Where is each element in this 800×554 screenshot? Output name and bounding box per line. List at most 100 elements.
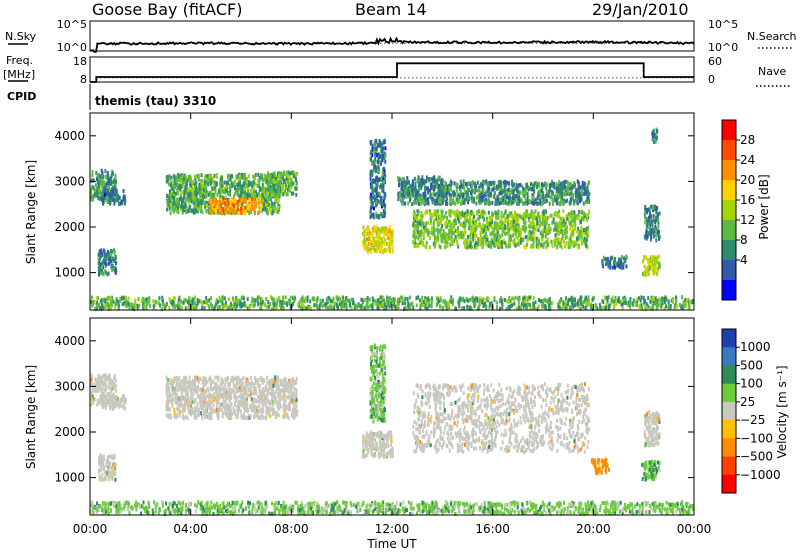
data-cell xyxy=(493,194,496,199)
data-cell xyxy=(114,192,117,197)
data-cell xyxy=(552,220,555,225)
data-cell xyxy=(457,244,460,249)
data-cell xyxy=(136,306,139,311)
data-cell xyxy=(460,234,463,239)
data-cell xyxy=(268,179,271,184)
data-cell xyxy=(227,204,230,209)
data-cell xyxy=(470,210,473,214)
data-cell xyxy=(161,295,164,300)
data-cell xyxy=(401,201,403,206)
data-cell xyxy=(654,220,657,224)
data-cell xyxy=(540,221,543,226)
data-cell xyxy=(643,235,646,240)
data-cell xyxy=(120,296,123,301)
data-cell xyxy=(375,229,378,234)
data-cell xyxy=(221,176,224,181)
data-cell xyxy=(543,241,546,246)
data-cell xyxy=(205,186,208,191)
data-cell xyxy=(202,193,205,198)
data-cell xyxy=(400,192,403,197)
data-cell xyxy=(109,176,112,181)
data-cell xyxy=(543,215,546,220)
data-cell xyxy=(407,179,410,184)
data-cell xyxy=(572,184,575,189)
data-cell xyxy=(438,194,441,199)
data-cell xyxy=(382,201,385,206)
data-cell xyxy=(166,207,169,212)
data-cell xyxy=(192,204,195,209)
data-cell xyxy=(576,229,579,234)
data-cell xyxy=(561,223,564,228)
data-cell xyxy=(179,175,182,180)
data-cell xyxy=(503,183,506,188)
program-name: themis (tau) 3310 xyxy=(95,94,216,108)
data-cell xyxy=(652,218,655,223)
data-cell xyxy=(372,240,375,245)
data-cell xyxy=(566,234,569,239)
data-cell xyxy=(175,303,178,308)
data-cell xyxy=(491,220,494,225)
data-cell xyxy=(609,265,612,270)
data-cell xyxy=(651,303,654,308)
data-cell xyxy=(374,179,377,184)
data-cell xyxy=(115,188,118,193)
data-cell xyxy=(295,177,297,182)
data-cell xyxy=(122,194,125,199)
data-cell xyxy=(382,167,385,172)
data-cell xyxy=(303,299,306,304)
data-cell xyxy=(439,220,442,225)
data-cell xyxy=(403,201,406,206)
data-cell xyxy=(422,299,425,304)
data-cell xyxy=(261,202,264,206)
data-cell xyxy=(455,197,458,202)
data-cell xyxy=(275,179,278,183)
data-cell xyxy=(500,226,503,231)
data-cell xyxy=(441,189,444,194)
data-cell xyxy=(441,236,443,241)
data-cell xyxy=(208,207,210,212)
data-cell xyxy=(453,221,456,226)
data-cell xyxy=(648,207,651,211)
data-cell xyxy=(440,185,443,190)
data-cell xyxy=(110,301,112,306)
data-cell xyxy=(212,177,214,181)
data-cell xyxy=(268,192,271,197)
data-cell xyxy=(644,220,647,225)
data-cell xyxy=(373,142,376,146)
data-cell xyxy=(100,254,102,258)
data-cell xyxy=(617,257,620,262)
data-cell xyxy=(554,227,557,232)
data-cell xyxy=(413,234,416,239)
data-cell xyxy=(380,146,383,151)
nave-label: Nave xyxy=(758,65,786,78)
data-cell xyxy=(423,229,426,234)
data-cell xyxy=(210,193,213,197)
data-cell xyxy=(379,246,381,251)
data-cell xyxy=(470,231,473,236)
data-cell xyxy=(402,191,405,196)
data-cell xyxy=(503,200,506,205)
data-cell xyxy=(382,189,385,194)
data-cell xyxy=(656,259,659,264)
data-cell xyxy=(480,199,483,204)
data-cell xyxy=(638,296,641,301)
data-cell xyxy=(472,220,475,225)
data-cell xyxy=(530,182,532,186)
data-cell xyxy=(390,242,393,247)
data-cell xyxy=(425,240,428,245)
data-cell xyxy=(465,238,468,243)
data-cell xyxy=(171,191,174,196)
data-cell xyxy=(576,179,579,184)
data-cell xyxy=(109,252,112,257)
data-cell xyxy=(435,235,437,240)
data-cell xyxy=(482,297,485,302)
data-cell xyxy=(252,182,255,187)
data-cell xyxy=(247,192,250,197)
data-cell xyxy=(405,194,408,199)
data-cell xyxy=(354,303,357,308)
data-cell xyxy=(402,181,405,186)
data-cell xyxy=(531,196,534,201)
data-cell xyxy=(468,181,471,186)
data-cell xyxy=(103,195,106,200)
data-cell xyxy=(412,223,415,228)
